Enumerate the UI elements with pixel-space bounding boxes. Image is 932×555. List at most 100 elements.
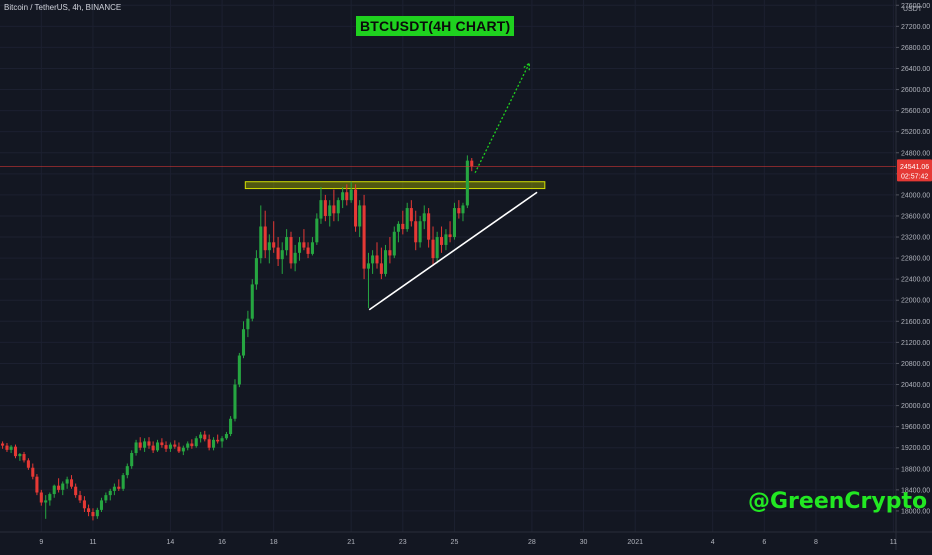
candle [39, 492, 43, 503]
x-axis[interactable]: 9 11 14 16 18 21 23 25 28 30 2021 4 6 8 11 [0, 531, 932, 546]
x-tick-label: 25 [451, 539, 459, 546]
x-tick-label: 28 [528, 539, 536, 546]
candle [366, 263, 371, 269]
x-tick-label: 30 [580, 539, 588, 546]
candle [1, 443, 5, 446]
candle [104, 495, 108, 501]
candle [293, 252, 297, 264]
candle [52, 485, 56, 495]
axis-unit-label: USDT [903, 6, 923, 13]
candle [173, 444, 177, 447]
projection-arrow-head [523, 61, 531, 71]
candle [323, 200, 327, 216]
candle [233, 384, 237, 419]
y-tick-label: 25200.00 [901, 129, 930, 136]
candle [379, 263, 383, 274]
candle [216, 439, 220, 442]
candle [151, 445, 155, 451]
resistance-zone [244, 181, 546, 190]
candle [465, 160, 469, 206]
candle [418, 221, 422, 243]
grid [0, 0, 896, 532]
candle [220, 438, 224, 442]
candle [194, 438, 198, 447]
candle [143, 441, 147, 448]
candle [310, 242, 314, 254]
candle [405, 208, 409, 230]
candle [186, 443, 190, 448]
candle [138, 442, 142, 448]
y-tick-label: 23600.00 [901, 213, 930, 220]
y-tick-label: 26800.00 [901, 45, 930, 52]
candle [246, 318, 250, 330]
candle [134, 442, 138, 453]
current-price-label: 24541.06 [900, 164, 929, 171]
candle [431, 239, 435, 259]
candle [69, 479, 74, 487]
x-tick-label: 2021 [627, 539, 643, 546]
candle [95, 509, 99, 517]
x-tick-label: 16 [218, 539, 226, 546]
symbol-title: Bitcoin / TetherUS, 4h, BINANCE [4, 3, 122, 12]
y-tick-label: 27600.00 [901, 3, 930, 10]
candle [181, 447, 185, 452]
y-tick-label: 21600.00 [901, 319, 930, 326]
candle [401, 223, 405, 230]
y-tick-label: 27200.00 [901, 24, 930, 31]
x-tick-label: 8 [814, 539, 818, 546]
candle [345, 192, 349, 201]
y-tick-label: 18800.00 [901, 466, 930, 473]
candle [207, 439, 211, 448]
candle [5, 445, 9, 450]
x-tick-label: 23 [399, 539, 407, 546]
candle [121, 475, 125, 489]
candle [332, 205, 336, 214]
candle [259, 226, 263, 259]
resistance-zone-layer [244, 181, 546, 190]
candle [13, 446, 18, 457]
candle [267, 242, 271, 251]
candle [147, 441, 151, 446]
candle [285, 237, 289, 251]
candle [358, 205, 362, 227]
candle [328, 205, 332, 216]
candle [422, 213, 426, 222]
candle [82, 500, 86, 509]
candle [168, 444, 172, 449]
candle [371, 255, 375, 264]
candle [349, 189, 353, 201]
candle [250, 284, 254, 319]
y-tick-label: 20400.00 [901, 382, 930, 389]
candle [315, 218, 319, 243]
candle [383, 250, 388, 274]
candle [224, 434, 228, 439]
candle [336, 200, 340, 214]
candle [375, 255, 379, 264]
candle [396, 223, 400, 232]
y-tick-label: 23200.00 [901, 235, 930, 242]
candle [280, 250, 284, 260]
candle [48, 494, 52, 501]
candle [155, 442, 160, 451]
x-tick-label: 11 [890, 539, 897, 546]
y-tick-label: 18400.00 [901, 487, 930, 494]
candle [99, 500, 104, 510]
y-axis[interactable]: 18000.00 18400.00 18800.00 19200.00 19600.00… [895, 0, 930, 550]
candle [229, 418, 233, 435]
candle [306, 247, 310, 254]
x-tick-label: 9 [39, 539, 43, 546]
candle [457, 208, 461, 214]
candle [302, 242, 306, 248]
y-tick-label: 24000.00 [901, 192, 930, 199]
projection-arrow [474, 62, 530, 174]
y-tick-label: 22800.00 [901, 256, 930, 263]
candle [9, 446, 13, 450]
candle [362, 205, 366, 269]
candle [65, 479, 69, 484]
candle [427, 213, 431, 240]
candle [435, 237, 439, 259]
x-tick-label: 4 [711, 539, 715, 546]
candle [241, 329, 246, 356]
